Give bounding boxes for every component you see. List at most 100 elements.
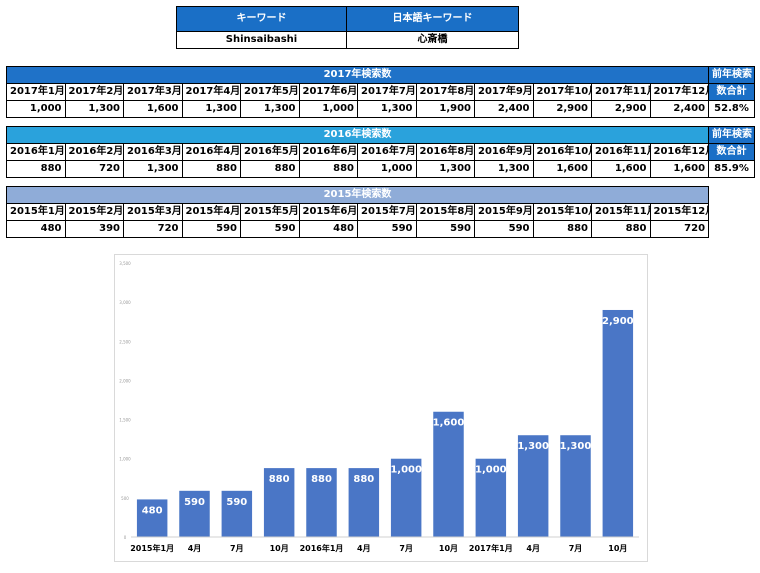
- month-header: 2015年10月: [532, 203, 592, 221]
- data-label: 480: [142, 505, 163, 516]
- bar: [475, 458, 507, 537]
- month-value: 1,300: [181, 100, 241, 118]
- month-value: 1,300: [357, 100, 417, 118]
- month-header: 2017年12月: [649, 83, 710, 101]
- month-header: 2016年2月: [64, 143, 124, 161]
- table-title: 2015年検索数: [5, 186, 710, 204]
- month-header: 2015年2月: [64, 203, 124, 221]
- month-header: 2015年12月: [649, 203, 710, 221]
- month-header: 2017年4月: [181, 83, 241, 101]
- month-header: 2015年3月: [123, 203, 183, 221]
- month-header: 2016年8月: [415, 143, 475, 161]
- bar-chart: 0 500 1,000 1,500 2,000 2,500 3,000 3,500 480 201…: [114, 254, 648, 562]
- bar: [433, 411, 464, 537]
- y-tick-label: 1,000: [119, 457, 131, 462]
- x-tick-label: 4月: [526, 544, 540, 553]
- table-2015: 2015年検索数 2015年1月 2015年2月 2015年3月 2015年4月 2015…: [5, 186, 710, 238]
- month-value: 1,000: [357, 160, 417, 178]
- month-header: 2017年8月: [415, 83, 475, 101]
- y-tick-label: 3,500: [119, 261, 131, 266]
- month-header: 2016年9月: [474, 143, 534, 161]
- month-header: 2016年5月: [240, 143, 300, 161]
- side-value: 85.9%: [708, 160, 756, 178]
- month-header: 2016年4月: [181, 143, 241, 161]
- bar: [560, 435, 591, 537]
- x-tick-label: 10月: [439, 544, 458, 553]
- y-tick-label: 2,000: [119, 378, 131, 383]
- month-header: 2017年11月: [591, 83, 651, 101]
- data-label: 2,900: [602, 316, 634, 327]
- month-header: 2015年1月: [6, 203, 66, 221]
- data-label: 880: [311, 474, 332, 485]
- month-value: 880: [298, 160, 358, 178]
- x-tick-label: 7月: [230, 544, 244, 553]
- month-header: 2017年3月: [123, 83, 183, 101]
- bar: [136, 499, 168, 537]
- bar: [306, 468, 337, 537]
- table-2016: 2016年検索数 前年検索 2016年1月 2016年2月 2016年3月 2016年4月…: [5, 126, 756, 178]
- month-header: 2017年1月: [6, 83, 66, 101]
- data-label: 1,600: [433, 418, 465, 429]
- month-value: 590: [415, 220, 475, 238]
- bar: [179, 490, 210, 537]
- month-value: 590: [474, 220, 534, 238]
- month-header: 2015年4月: [181, 203, 241, 221]
- month-value: 880: [591, 220, 651, 238]
- month-header: 2015年11月: [591, 203, 651, 221]
- side-header-1: 前年検索: [708, 126, 756, 144]
- month-header: 2016年12月: [649, 143, 710, 161]
- month-value: 480: [298, 220, 358, 238]
- data-label: 1,000: [390, 465, 422, 476]
- side-value: 52.8%: [708, 100, 756, 118]
- month-value: 1,300: [123, 160, 183, 178]
- x-tick-label: 2016年1月: [300, 543, 344, 553]
- table-2017: 2017年検索数 前年検索 2017年1月 2017年2月 2017年3月 2017年4月…: [5, 66, 756, 118]
- y-tick-label: 0: [124, 535, 127, 540]
- month-value: 2,900: [532, 100, 592, 118]
- month-value: 880: [6, 160, 66, 178]
- bar-chart-svg: 0 500 1,000 1,500 2,000 2,500 3,000 3,500 480 201…: [119, 261, 639, 553]
- month-value: 1,300: [415, 160, 475, 178]
- month-value: 1,600: [591, 160, 651, 178]
- month-value: 390: [64, 220, 124, 238]
- month-value: 1,600: [649, 160, 710, 178]
- bar: [517, 435, 549, 537]
- data-label: 590: [184, 497, 205, 508]
- table-title: 2016年検索数: [5, 126, 710, 144]
- data-label: 590: [226, 497, 247, 508]
- data-label: 880: [269, 474, 290, 485]
- month-header: 2015年8月: [415, 203, 475, 221]
- month-value: 1,300: [64, 100, 124, 118]
- month-value: 1,300: [474, 160, 534, 178]
- x-tick-label: 2015年1月: [130, 543, 174, 553]
- y-tick-label: 1,500: [119, 418, 131, 423]
- table-title: 2017年検索数: [5, 66, 710, 84]
- data-label: 880: [353, 474, 374, 485]
- month-header: 2017年6月: [298, 83, 358, 101]
- month-header: 2015年7月: [357, 203, 417, 221]
- y-tick-label: 2,500: [119, 339, 131, 344]
- x-tick-label: 7月: [399, 544, 413, 553]
- x-tick-label: 2017年1月: [469, 543, 513, 553]
- month-value: 1,900: [415, 100, 475, 118]
- month-header: 2017年2月: [64, 83, 124, 101]
- bar: [602, 309, 634, 537]
- month-header: 2016年6月: [298, 143, 358, 161]
- x-tick-label: 10月: [608, 544, 627, 553]
- month-value: 590: [357, 220, 417, 238]
- month-header: 2016年1月: [6, 143, 66, 161]
- month-value: 880: [532, 220, 592, 238]
- x-tick-label: 10月: [270, 544, 289, 553]
- month-value: 880: [181, 160, 241, 178]
- month-value: 590: [240, 220, 300, 238]
- month-value: 2,400: [474, 100, 534, 118]
- month-value: 1,600: [123, 100, 183, 118]
- keyword-header: キーワード: [176, 6, 347, 32]
- keyword-table: キーワード 日本語キーワード Shinsaibashi 心斎橋: [176, 6, 519, 49]
- x-tick-label: 4月: [188, 544, 202, 553]
- y-tick-label: 500: [121, 496, 129, 501]
- x-tick-label: 7月: [569, 544, 583, 553]
- month-value: 2,400: [649, 100, 710, 118]
- month-value: 720: [123, 220, 183, 238]
- japanese-keyword-header: 日本語キーワード: [346, 6, 519, 32]
